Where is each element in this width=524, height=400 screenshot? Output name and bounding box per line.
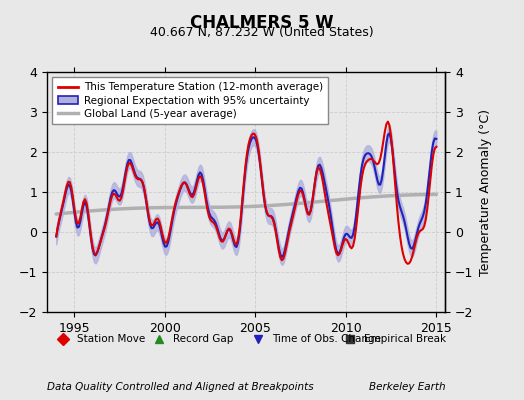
Text: Record Gap: Record Gap: [172, 334, 233, 344]
Text: Empirical Break: Empirical Break: [364, 334, 446, 344]
Text: 40.667 N, 87.232 W (United States): 40.667 N, 87.232 W (United States): [150, 26, 374, 39]
Text: Berkeley Earth: Berkeley Earth: [369, 382, 445, 392]
Text: Time of Obs. Change: Time of Obs. Change: [272, 334, 381, 344]
Y-axis label: Temperature Anomaly (°C): Temperature Anomaly (°C): [479, 108, 492, 276]
Legend: This Temperature Station (12-month average), Regional Expectation with 95% uncer: This Temperature Station (12-month avera…: [52, 77, 328, 124]
Text: Station Move: Station Move: [77, 334, 145, 344]
Text: Data Quality Controlled and Aligned at Breakpoints: Data Quality Controlled and Aligned at B…: [47, 382, 314, 392]
Text: CHALMERS 5 W: CHALMERS 5 W: [190, 14, 334, 32]
